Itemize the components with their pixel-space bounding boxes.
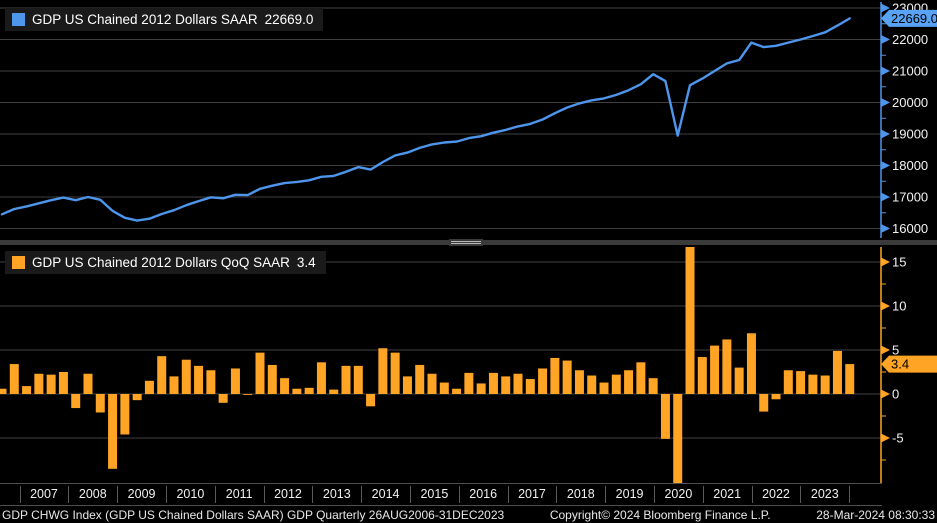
year-label: 2018	[566, 487, 595, 501]
year-separator	[117, 486, 119, 503]
year-label: 2010	[176, 487, 205, 501]
year-label: 2007	[30, 487, 58, 501]
status-bar: GDP CHWG Index (GDP US Chained Dollars S…	[0, 506, 937, 523]
year-label: 2017	[518, 487, 546, 501]
year-label: 2022	[762, 487, 790, 501]
year-label: 2011	[225, 487, 253, 501]
year-label: 2009	[127, 487, 156, 501]
year-label: 2021	[713, 487, 742, 501]
year-label: 2015	[420, 487, 449, 501]
year-separator	[556, 486, 558, 503]
year-label: 2023	[810, 487, 839, 501]
year-separator	[68, 486, 70, 503]
gdp-level-legend-value: 22669.0	[264, 12, 314, 27]
gdp-qoq-legend[interactable]: GDP US Chained 2012 Dollars QoQ SAAR 3.4	[5, 251, 326, 274]
year-label: 2012	[274, 487, 302, 501]
year-separator	[312, 486, 314, 503]
gdp-qoq-chart[interactable]: -5 0 5 10 15 3.4	[0, 247, 937, 483]
svg-text:16000: 16000	[892, 221, 928, 236]
year-separator	[361, 486, 363, 503]
year-separator	[751, 486, 753, 503]
svg-text:22669.0: 22669.0	[891, 11, 937, 26]
svg-text:10: 10	[892, 299, 906, 314]
blue-series-swatch-icon	[12, 13, 25, 26]
svg-text:15: 15	[892, 255, 906, 270]
svg-text:5: 5	[892, 343, 899, 358]
x-axis-year-band: 2007 2008 2009 2010 2011 2012 2013 2014 2015 2016…	[0, 483, 937, 506]
year-separator	[263, 486, 265, 503]
year-label: 2019	[615, 487, 644, 501]
year-separator	[849, 486, 851, 503]
orange-series-swatch-icon	[12, 256, 25, 269]
gdp-level-legend[interactable]: GDP US Chained 2012 Dollars SAAR 22669.0	[5, 8, 324, 31]
year-label: 2020	[664, 487, 693, 501]
svg-text:21000: 21000	[892, 64, 928, 79]
year-label: 2008	[78, 487, 107, 501]
gdp-level-chart[interactable]: 1600017000180001900020000210002200023000…	[0, 0, 937, 238]
year-separator	[166, 486, 167, 503]
gdp-qoq-legend-value: 3.4	[296, 255, 316, 270]
gdp-qoq-panel: -5 0 5 10 15 3.4 GDP US Chained 2012 Dollars …	[0, 247, 937, 483]
svg-text:20000: 20000	[892, 95, 928, 110]
panel-resize-handle-icon[interactable]	[449, 239, 483, 246]
year-label: 2014	[371, 487, 400, 501]
gdp-level-panel: 16000 17000 18000 19000 20000 21000 22000 23000…	[0, 0, 937, 238]
year-separator	[19, 486, 21, 503]
timestamp: 28-Mar-2024 08:30:33	[816, 507, 935, 522]
svg-text:-5: -5	[892, 431, 904, 446]
year-separator	[605, 486, 607, 503]
panel-divider	[0, 238, 937, 247]
year-separator	[654, 486, 655, 503]
year-separator	[702, 486, 704, 503]
svg-text:18000: 18000	[892, 158, 928, 173]
year-separator	[800, 486, 802, 503]
svg-text:3.4: 3.4	[891, 357, 909, 372]
svg-text:0: 0	[892, 387, 899, 402]
svg-text:19000: 19000	[892, 127, 928, 142]
copyright-text: Copyright© 2024 Bloomberg Finance L.P.	[549, 507, 771, 522]
year-label: 2013	[322, 487, 351, 501]
security-description: GDP CHWG Index (GDP US Chained Dollars S…	[2, 507, 505, 522]
gdp-qoq-legend-label: GDP US Chained 2012 Dollars QoQ SAAR	[32, 255, 290, 270]
year-separator	[410, 486, 411, 503]
year-label: 2016	[469, 487, 498, 501]
svg-text:22000: 22000	[892, 32, 928, 47]
year-separator	[214, 486, 216, 503]
gdp-level-legend-label: GDP US Chained 2012 Dollars SAAR	[32, 12, 258, 27]
year-separator	[507, 486, 509, 503]
svg-text:17000: 17000	[892, 190, 928, 205]
year-separator	[458, 486, 460, 503]
